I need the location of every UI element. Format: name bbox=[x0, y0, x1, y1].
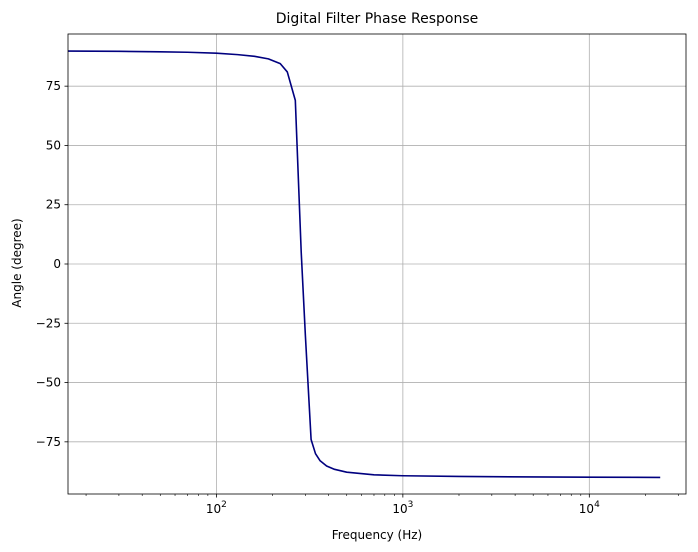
y-tick-label: 0 bbox=[53, 257, 61, 271]
x-tick-base: 10 bbox=[392, 502, 407, 516]
y-tick-label: 25 bbox=[46, 198, 61, 212]
chart-title: Digital Filter Phase Response bbox=[276, 11, 478, 27]
y-tick-label: −50 bbox=[36, 376, 61, 390]
x-tick-label: 103 bbox=[392, 500, 413, 516]
x-tick-exponent: 3 bbox=[408, 500, 414, 510]
x-tick-base: 10 bbox=[579, 502, 594, 516]
x-tick-exponent: 4 bbox=[594, 500, 600, 510]
x-tick-label: 102 bbox=[206, 500, 227, 516]
series-layer bbox=[67, 50, 661, 479]
y-tick-label: −25 bbox=[36, 316, 61, 330]
x-tick-base: 10 bbox=[206, 502, 221, 516]
x-axis-label: Frequency (Hz) bbox=[332, 528, 423, 542]
y-axis-label: Angle (degree) bbox=[10, 218, 24, 307]
y-tick-label: −75 bbox=[36, 435, 61, 449]
phase-series-line bbox=[67, 50, 661, 479]
y-tick-label: 50 bbox=[46, 138, 61, 152]
x-tick-exponent: 2 bbox=[221, 500, 227, 510]
grid bbox=[68, 34, 686, 494]
y-tick-label: 75 bbox=[46, 79, 61, 93]
x-tick-label: 104 bbox=[579, 500, 600, 516]
